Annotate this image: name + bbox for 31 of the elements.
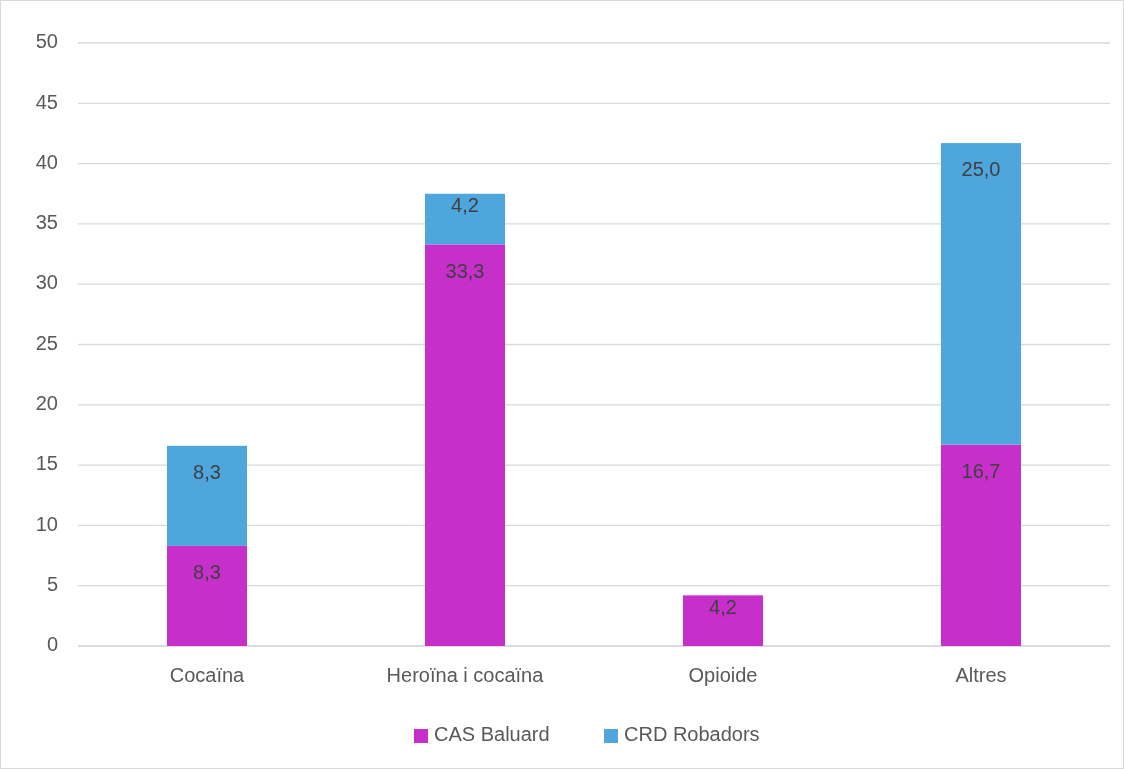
legend-label: CAS Baluard	[434, 723, 550, 746]
data-label: 8,3	[193, 561, 221, 584]
y-tick-label: 40	[35, 150, 58, 173]
bar	[167, 445, 247, 546]
data-label: 4,2	[709, 595, 737, 618]
data-label: 33,3	[445, 259, 485, 282]
y-tick-label: 20	[35, 392, 58, 415]
legend-label: CRD Robadors	[624, 723, 760, 746]
bar	[425, 193, 505, 245]
x-tick-label: Heroïna i cocaïna	[386, 664, 545, 686]
y-tick-label: 15	[35, 452, 58, 475]
y-tick-label: 35	[35, 211, 58, 234]
y-tick-label: 10	[35, 512, 58, 535]
bar	[167, 545, 247, 646]
data-label: 25,0	[961, 158, 1001, 181]
data-label: 16,7	[961, 459, 1001, 482]
y-tick-label: 50	[35, 30, 58, 53]
y-tick-label: 25	[35, 331, 58, 354]
bar	[941, 143, 1021, 445]
y-tick-label: 45	[35, 90, 58, 113]
data-label: 8,3	[193, 461, 221, 484]
x-tick-label: Altres	[955, 664, 1007, 686]
bar	[941, 444, 1021, 646]
x-tick-label: Opioide	[688, 664, 758, 686]
bar	[683, 595, 763, 646]
y-tick-label: 5	[46, 572, 58, 595]
bar	[425, 244, 505, 646]
y-tick-label: 30	[35, 271, 58, 294]
x-tick-label: Cocaïna	[169, 664, 246, 686]
data-label: 4,2	[451, 194, 479, 217]
y-tick-label: 0	[46, 633, 58, 656]
